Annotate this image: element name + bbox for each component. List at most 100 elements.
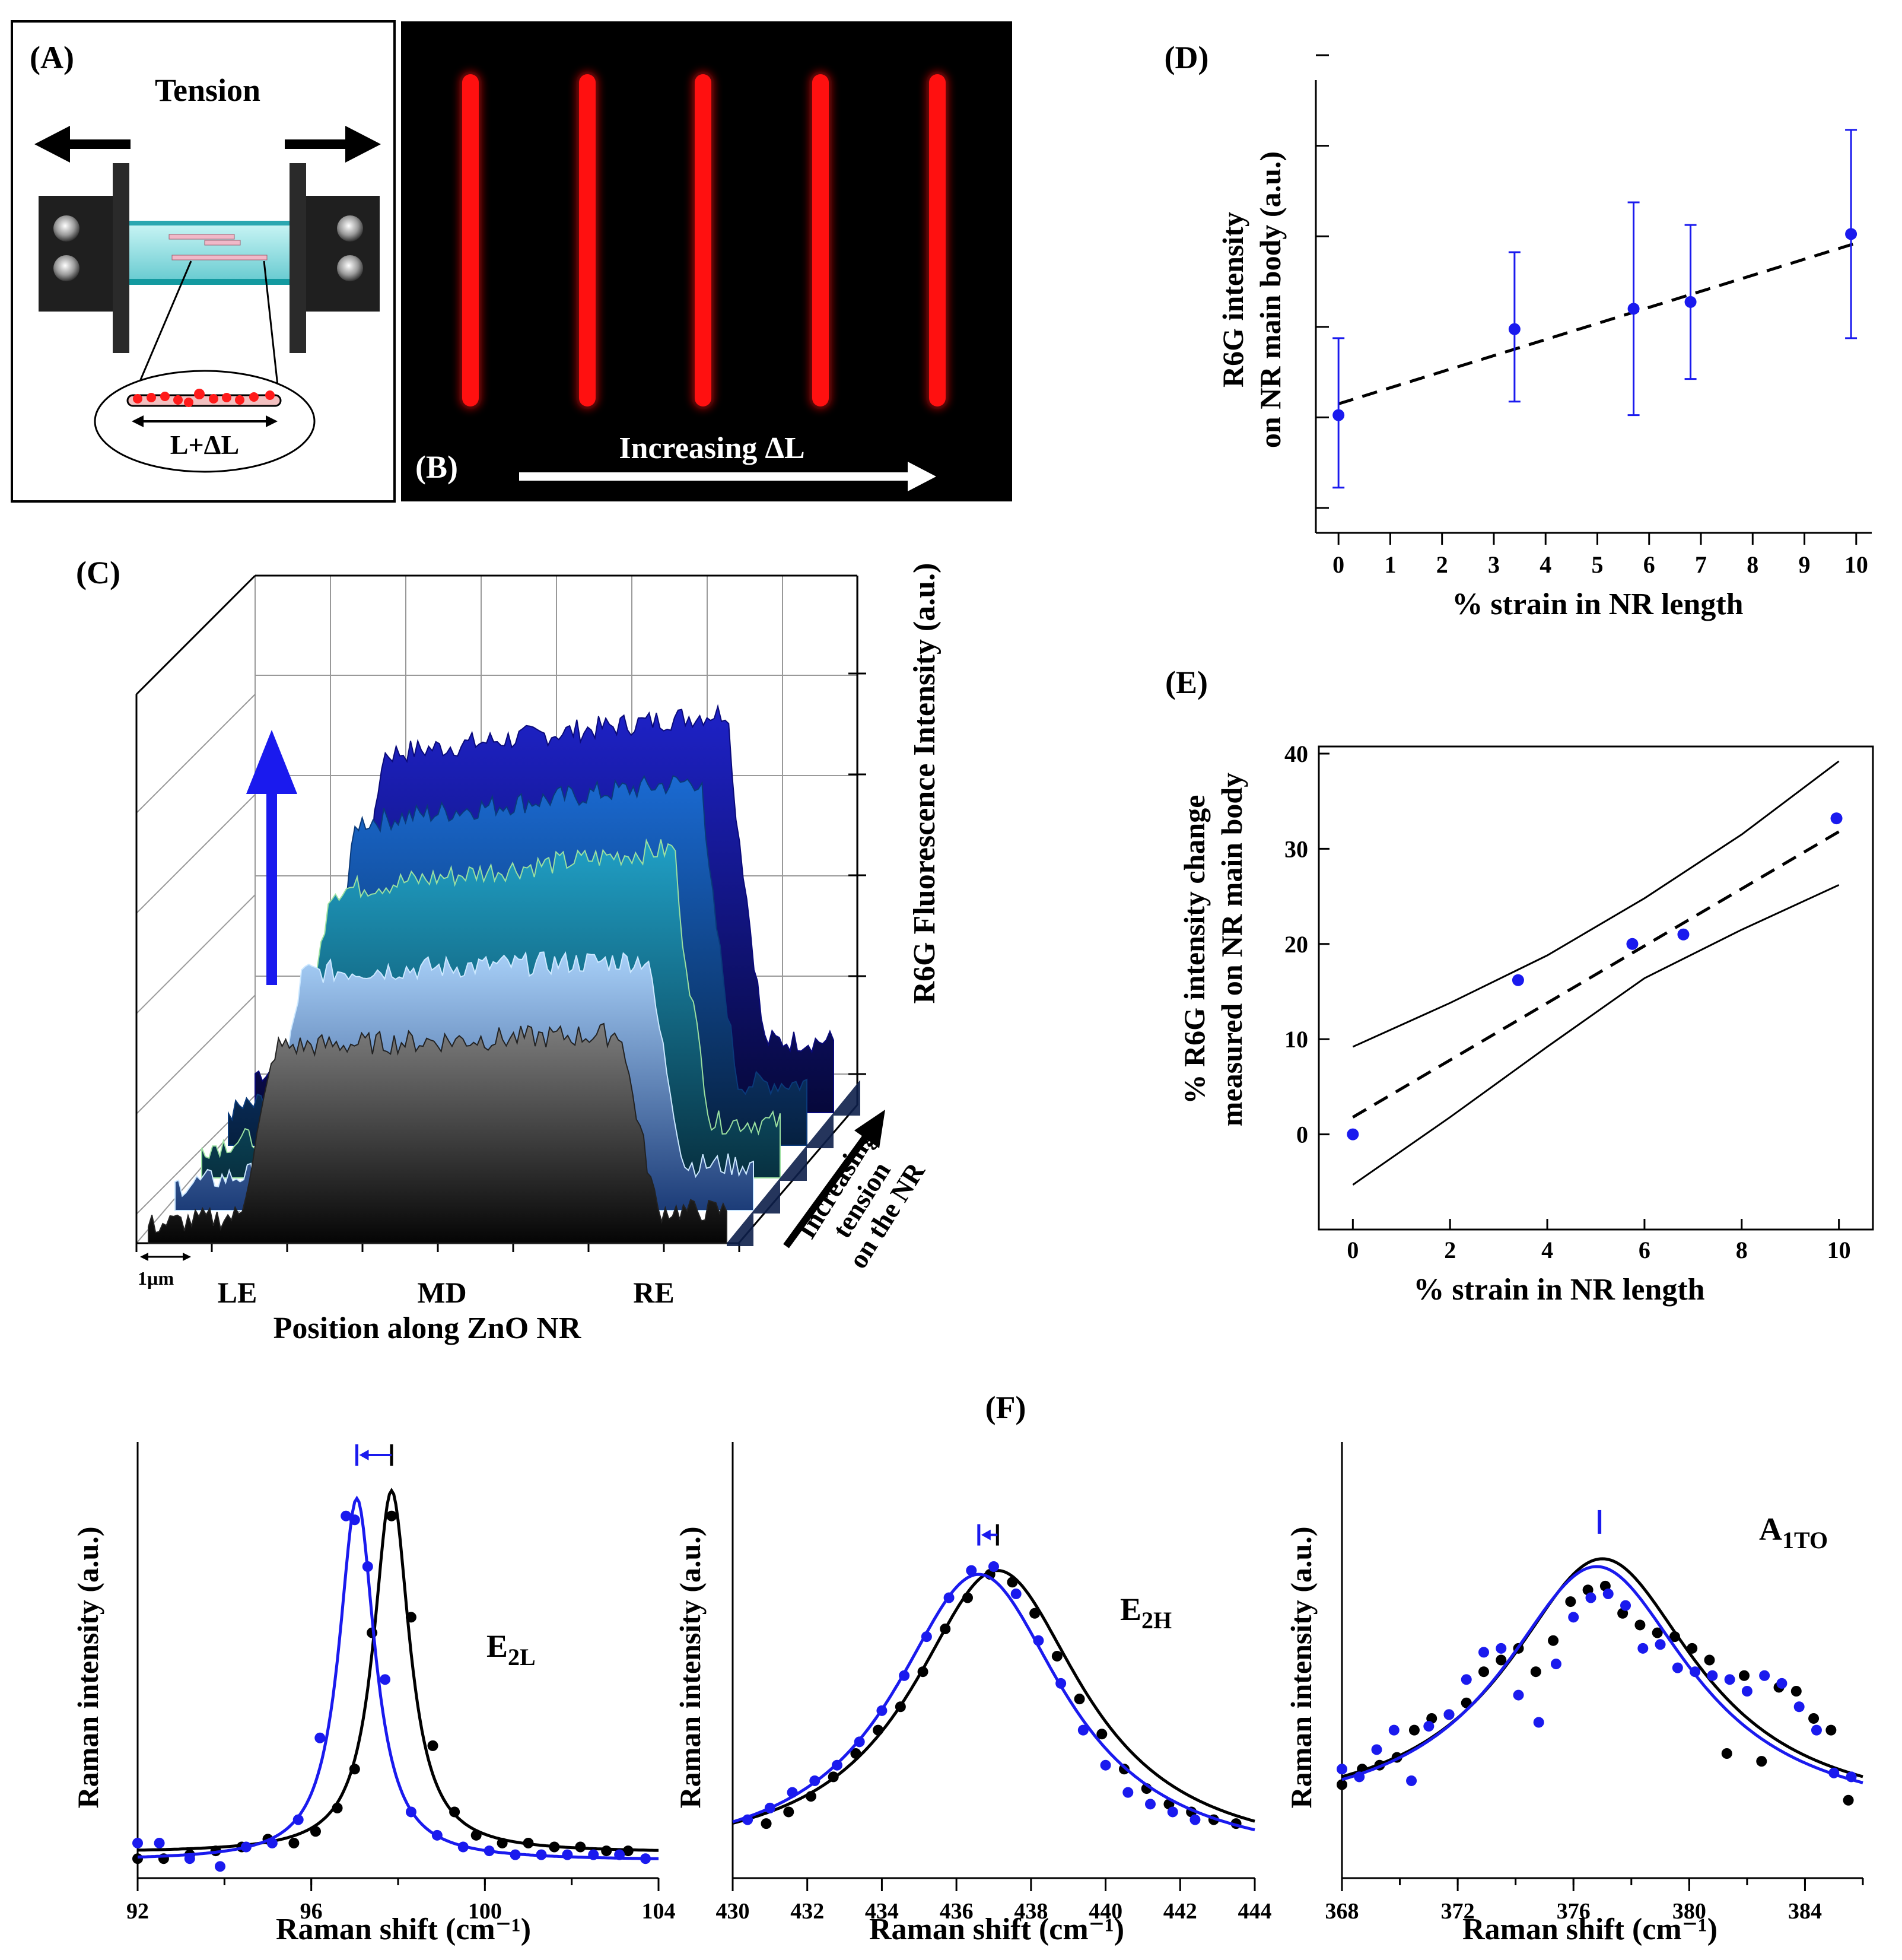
e-data-point (1347, 1128, 1359, 1141)
nanorod-image (929, 74, 946, 406)
nanorod-image (812, 74, 829, 406)
f2-black-data-point (806, 1791, 816, 1802)
tension-label: Tension (155, 72, 260, 108)
f2-peak-main: E (1120, 1591, 1141, 1627)
d-x-tick-label: 3 (1488, 551, 1500, 578)
e-data-point (1512, 974, 1524, 986)
f2-blue-data-point (1122, 1787, 1134, 1798)
f3-blue-data-point (1461, 1674, 1472, 1685)
panel-d: (D) R6G intensity on NR main body (a.u.)… (1165, 40, 1872, 621)
f1-blue-data-point (240, 1841, 252, 1853)
grid-line (136, 694, 256, 814)
f1-blue-data-point (362, 1561, 373, 1572)
e-data-point (1677, 928, 1690, 941)
d-x-tick-label: 2 (1436, 551, 1448, 578)
f1-blue-data-point (184, 1853, 195, 1864)
f1-blue-data-point (292, 1814, 304, 1825)
e-x-tick-label: 0 (1347, 1237, 1359, 1263)
c-z-axis-label: R6G Fluorescence Intensity (a.u.) (908, 563, 942, 1004)
right-clamp (290, 163, 380, 353)
panel-c: (C) 1µm LE MD RE Position along ZnO NR R… (76, 555, 942, 1345)
f3-x-tick-label: 380 (1672, 1899, 1706, 1924)
d-x-tick-label: 10 (1844, 551, 1868, 578)
f2-blue-data-point (921, 1631, 932, 1643)
f3-black-data-point (1478, 1666, 1490, 1678)
f3-x-tick-label: 368 (1325, 1899, 1359, 1924)
f1-x-tick-label: 104 (642, 1899, 676, 1924)
f3-peak-main: A (1759, 1511, 1782, 1547)
increasing-dl-label: Increasing ΔL (619, 431, 804, 465)
e-y-tick-label: 20 (1284, 931, 1308, 958)
e-x-tick-label: 8 (1736, 1237, 1748, 1263)
f3-blue-data-point (1620, 1600, 1631, 1611)
f2-black-data-point (761, 1818, 772, 1829)
f1-black-data-point (310, 1826, 321, 1837)
nanorod-image (695, 74, 711, 406)
f3-blue-data-point (1828, 1767, 1840, 1778)
f1-black-data-point (386, 1510, 397, 1521)
nanorod-image (579, 74, 596, 406)
f3-blue-data-point (1585, 1592, 1596, 1603)
e-xlabel: % strain in NR length (1413, 1273, 1704, 1307)
panel-f-label: (F) (985, 1390, 1026, 1425)
profile-layer-side (727, 1211, 753, 1246)
f3-blue-data-point (1354, 1771, 1365, 1783)
e-ylabel-line-1: % R6G intensity change (1178, 795, 1211, 1104)
f1-black-data-point (332, 1802, 343, 1813)
d-xlabel: % strain in NR length (1452, 587, 1743, 621)
f2-black-data-point (873, 1724, 884, 1736)
e-data-point (1626, 938, 1639, 950)
f3-black-fit-curve (1341, 1557, 1863, 1778)
f2-blue-data-point (1167, 1806, 1178, 1818)
e-y-tick-label: 40 (1284, 741, 1308, 767)
d-x-tick-label: 1 (1384, 551, 1396, 578)
f3-blue-data-point (1568, 1612, 1579, 1623)
e-fit-line (1352, 830, 1840, 1119)
f1-xlabel: Raman shift (cm⁻¹) (276, 1913, 531, 1946)
position-le: LE (218, 1276, 257, 1309)
f2-ylabel: Raman intensity (a.u.) (673, 1526, 707, 1808)
panel-a: (A) Tension (11, 20, 396, 503)
f1-black-data-point (449, 1806, 460, 1818)
f2-x-tick-label: 430 (716, 1899, 750, 1924)
f3-black-data-point (1843, 1794, 1854, 1806)
f3-blue-data-point (1337, 1764, 1347, 1775)
screw-icon (53, 215, 79, 242)
f2-blue-data-point (966, 1565, 977, 1576)
nanorod-image (462, 74, 479, 406)
d-data-point (1332, 409, 1345, 421)
f1-blue-data-point (588, 1849, 599, 1860)
f3-blue-data-point (1741, 1686, 1752, 1697)
f3-black-data-point (1530, 1666, 1541, 1678)
f2-x-tick-label: 440 (1089, 1899, 1122, 1924)
e-x-tick-label: 6 (1639, 1237, 1650, 1263)
f1-black-data-point (523, 1837, 534, 1848)
f3-black-data-point (1408, 1724, 1420, 1736)
f1-black-data-point (601, 1845, 612, 1857)
f3-blue-data-point (1513, 1689, 1524, 1701)
e-y-tick-label: 0 (1296, 1122, 1308, 1148)
f3-blue-data-point (1388, 1724, 1400, 1736)
f3-x-tick-label: 372 (1441, 1899, 1475, 1924)
f3-black-data-point (1825, 1724, 1837, 1736)
f3-blue-data-point (1496, 1643, 1507, 1654)
f2-shift-arrow-head (981, 1529, 991, 1540)
f1-black-data-point (132, 1853, 143, 1864)
f2-black-data-point (1096, 1729, 1108, 1740)
f2-blue-data-point (1055, 1678, 1067, 1689)
f1-blue-data-point (215, 1861, 226, 1872)
profile-layer (148, 1022, 727, 1244)
profile-layer-side (753, 1178, 780, 1214)
profile-layer-side (807, 1113, 834, 1148)
tension-depth-arrow (783, 1110, 885, 1249)
f3-black-data-point (1652, 1627, 1663, 1638)
f2-blue-data-point (1189, 1814, 1201, 1825)
grid-line (136, 995, 256, 1114)
f3-x-tick-label: 376 (1557, 1899, 1591, 1924)
f3-blue-data-point (1478, 1647, 1490, 1658)
screw-icon (53, 255, 79, 281)
f3-blue-data-point (1793, 1701, 1805, 1713)
f1-blue-data-point (380, 1674, 391, 1685)
f1-blue-data-point (349, 1514, 360, 1526)
increasing-dl-arrow (519, 462, 936, 491)
